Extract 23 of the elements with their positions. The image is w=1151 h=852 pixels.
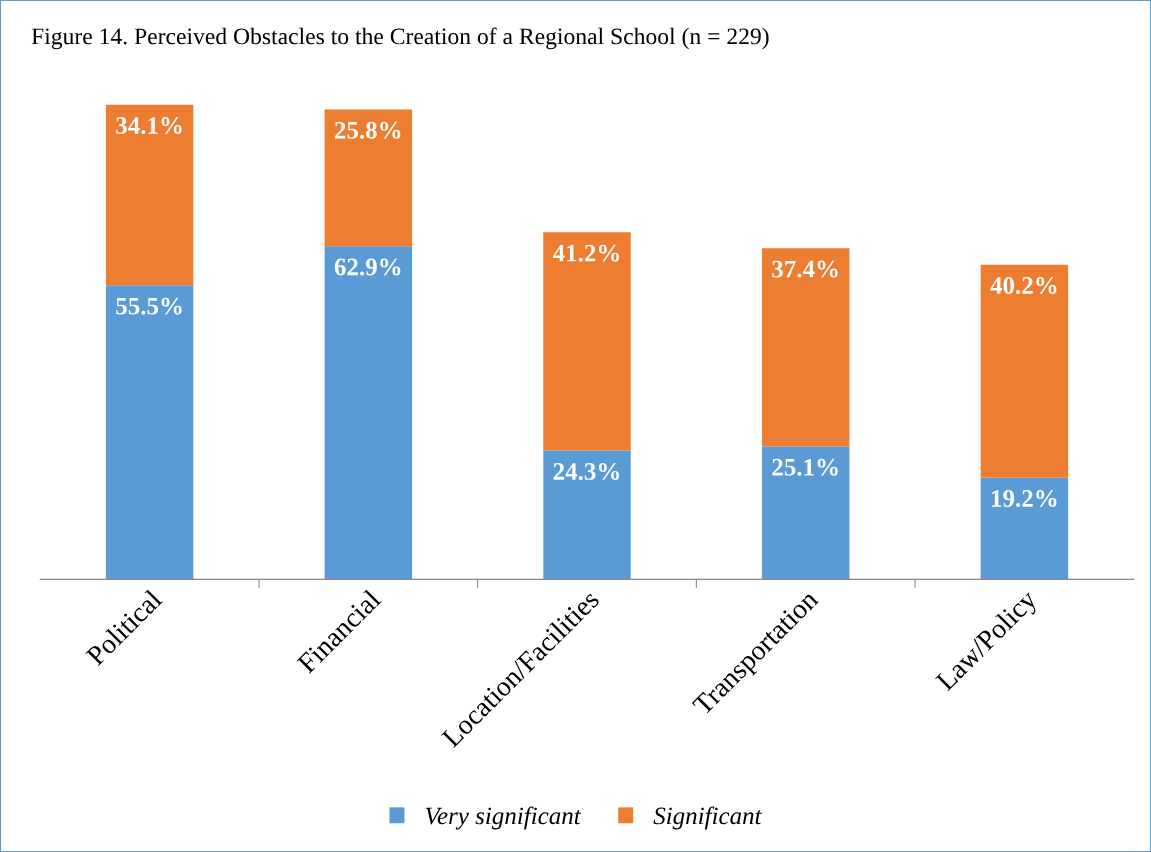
bar <box>105 285 194 580</box>
bar <box>543 232 631 451</box>
bar <box>105 104 194 286</box>
legend-label: Significant <box>653 806 763 830</box>
data-label: 25.8% <box>335 121 401 139</box>
bar <box>761 248 850 447</box>
data-label: 40.2% <box>990 277 1057 295</box>
bar <box>324 246 413 580</box>
data-label: 37.4% <box>772 260 838 278</box>
data-label: 34.1% <box>116 117 182 135</box>
bar <box>980 477 1069 580</box>
bar <box>324 109 413 247</box>
data-label: 24.3% <box>553 463 620 480</box>
legend-label: Very significant <box>425 806 582 830</box>
bar <box>980 264 1069 478</box>
chart-title: Figure 14. Perceived Obstacles to the Creation of a Regional School (n = 229) <box>31 27 769 50</box>
bar <box>543 450 631 580</box>
data-label: 19.2% <box>992 490 1057 507</box>
data-label: 41.2% <box>552 244 620 262</box>
data-label: 25.1% <box>772 458 838 476</box>
bar <box>761 446 850 580</box>
data-label: 62.9% <box>334 258 401 276</box>
data-label: 55.5% <box>116 297 182 315</box>
